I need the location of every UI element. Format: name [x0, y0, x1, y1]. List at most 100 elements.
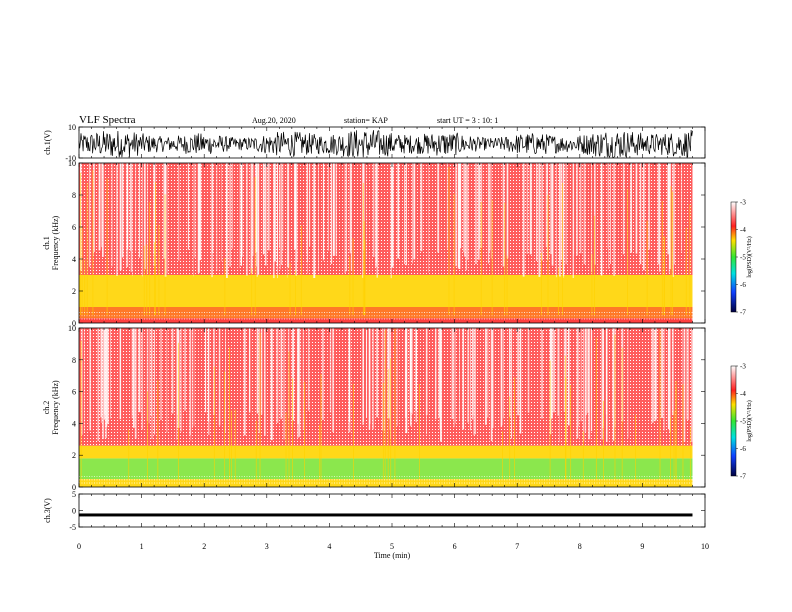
ch1-colorbar-tick-label: -5 — [740, 254, 746, 262]
ch1-spectrogram-streak — [635, 163, 638, 254]
ch2-spectrogram-streak — [189, 328, 191, 436]
ch2-spectrogram-streak — [669, 328, 671, 433]
ch1-spectrogram-streak — [166, 163, 168, 274]
ch2-spectrogram-streak — [134, 328, 137, 439]
ch1-spectrogram-streak — [464, 163, 466, 257]
ch1-spectrogram-streak — [579, 163, 582, 254]
figure-title: VLF Spectra — [79, 114, 136, 126]
ch2-spectrogram-streak — [151, 328, 153, 439]
ch1-spectrogram-streak — [467, 163, 469, 260]
ch2-spectrogram-burst — [419, 383, 420, 480]
ch2-spectrogram-streak — [160, 328, 162, 421]
ch1-spectrogram-streak — [657, 163, 660, 265]
ch1-spectrogram-streak — [240, 163, 243, 266]
ch2-spectrogram-streak — [176, 328, 179, 415]
ch1-spectrogram-streak — [565, 163, 567, 265]
x-axis-label: Time (min) — [374, 551, 411, 560]
ch3-waveform-ylabel: ch.3(V) — [43, 498, 52, 523]
ch1-spectrogram-streak — [465, 163, 468, 271]
ch2-spectrogram-band — [79, 328, 693, 446]
ch1-spectrogram-burst — [689, 204, 691, 315]
ch3-trace — [79, 513, 693, 517]
ch1-spectrogram-burst — [164, 194, 166, 315]
ch1-spectrogram-streak — [376, 163, 379, 278]
ch1-spectrogram-streak — [138, 163, 141, 258]
ch1-spectrogram-ytick-label: 0 — [72, 319, 76, 328]
ch2-spectrogram-streak — [148, 328, 150, 424]
ch1-spectrogram-streak — [349, 163, 352, 254]
ch1-spectrogram-burst — [289, 263, 291, 315]
ch1-spectrogram-streak — [390, 163, 392, 279]
ch2-spectrogram-burst — [259, 332, 261, 480]
ch2-spectrogram-streak — [580, 328, 582, 422]
ch1-spectrogram-burst — [685, 227, 687, 315]
ch1-spectrogram-streak — [526, 163, 528, 254]
ch1-spectrogram-streak — [669, 163, 671, 270]
ch2-spectrogram-streak — [276, 328, 279, 423]
ch2-spectrogram-burst — [682, 384, 684, 480]
ch1-spectrogram-streak — [335, 163, 337, 256]
ch1-spectrogram-streak — [391, 163, 394, 268]
ch2-spectrogram-streak — [587, 328, 589, 413]
ch1-spectrogram-streak — [551, 163, 554, 266]
ch1-spectrogram-burst — [295, 270, 296, 315]
ch2-spectrogram-streak — [243, 328, 246, 436]
ch1-spectrogram-streak — [412, 163, 413, 264]
ch2-spectrogram-streak — [517, 328, 519, 416]
ch2-spectrogram-streak — [280, 328, 282, 418]
ch1-spectrogram-ytick-label: 10 — [68, 159, 76, 168]
ch1-spectrogram-streak — [555, 163, 557, 278]
ch1-spectrogram-panel: 0 2 4 6 8 10 ch.1 Frequency (kHz) — [42, 159, 706, 328]
ch1-spectrogram-streak — [668, 163, 670, 274]
ch1-spectrogram-band — [79, 318, 693, 323]
ch1-spectrogram-streak — [279, 163, 281, 270]
ch2-spectrogram-streak — [384, 328, 386, 432]
ch1-spectrogram-ytick-label: 8 — [72, 191, 76, 200]
ch2-spectrogram-streak — [612, 328, 613, 418]
ch2-spectrogram-burst — [509, 396, 511, 480]
ch2-spectrogram-burst — [614, 334, 616, 480]
ch2-spectrogram-streak — [655, 328, 657, 420]
ch1-spectrogram-burst — [364, 239, 366, 315]
x-tick-label: 5 — [390, 542, 394, 551]
ch2-spectrogram-streak — [473, 328, 475, 436]
ch2-spectrogram-streak — [332, 328, 335, 433]
ch1-spectrogram-streak — [141, 163, 143, 277]
ch1-spectrogram-streak — [541, 163, 543, 261]
ch1-spectrogram-streak — [129, 163, 132, 251]
ch2-spectrogram-burst — [234, 409, 236, 480]
ch2-spectrogram-streak — [260, 328, 263, 415]
ch2-colorbar-tick-label: -4 — [740, 390, 746, 398]
ch3-waveform-panel: 5 0 -5 ch.3(V) — [43, 490, 706, 532]
ch2-spectrogram-streak — [557, 328, 560, 416]
ch1-spectrogram-streak — [216, 163, 218, 272]
ch2-spectrogram-streak — [258, 328, 260, 434]
ch1-spectrogram-burst — [352, 238, 354, 315]
ch2-spectrogram-streak — [549, 328, 552, 435]
ch2-spectrogram-streak — [490, 328, 493, 442]
ch2-spectrogram-streak — [84, 328, 85, 433]
ch1-spectrogram-streak — [529, 163, 532, 255]
ch2-spectrogram-streak — [584, 328, 587, 432]
ch1-waveform-panel: 10 -10 ch.1(V) — [43, 123, 706, 163]
ch1-colorbar-tick-label: -3 — [740, 199, 746, 207]
ch1-spectrogram-streak — [397, 163, 400, 259]
ch1-spectrogram-streak — [536, 163, 538, 261]
ch2-spectrogram-burst — [502, 431, 503, 480]
ch1-spectrogram-streak — [211, 163, 214, 254]
ch2-spectrogram-streak — [298, 328, 300, 412]
ch2-colorbar-tick-label: -6 — [740, 445, 746, 453]
ch1-spectrogram-burst — [106, 178, 108, 315]
ch1-ytick-label: -10 — [65, 154, 76, 163]
ch1-spectrogram-streak — [643, 163, 645, 271]
ch1-spectrogram-burst — [149, 201, 151, 315]
ch2-spectrogram-streak — [583, 328, 585, 442]
ch2-spectrogram-burst — [582, 431, 584, 480]
ch2-spectrogram-streak — [472, 328, 474, 416]
ch1-spectrogram-burst — [504, 202, 506, 315]
ch1-spectrogram-streak — [591, 163, 592, 273]
ch1-spectrogram-streak — [458, 163, 461, 270]
ch1-spectrogram-streak — [178, 163, 180, 261]
ch2-spectrogram-burst — [670, 417, 671, 480]
ch2-spectrogram-burst — [570, 384, 572, 480]
